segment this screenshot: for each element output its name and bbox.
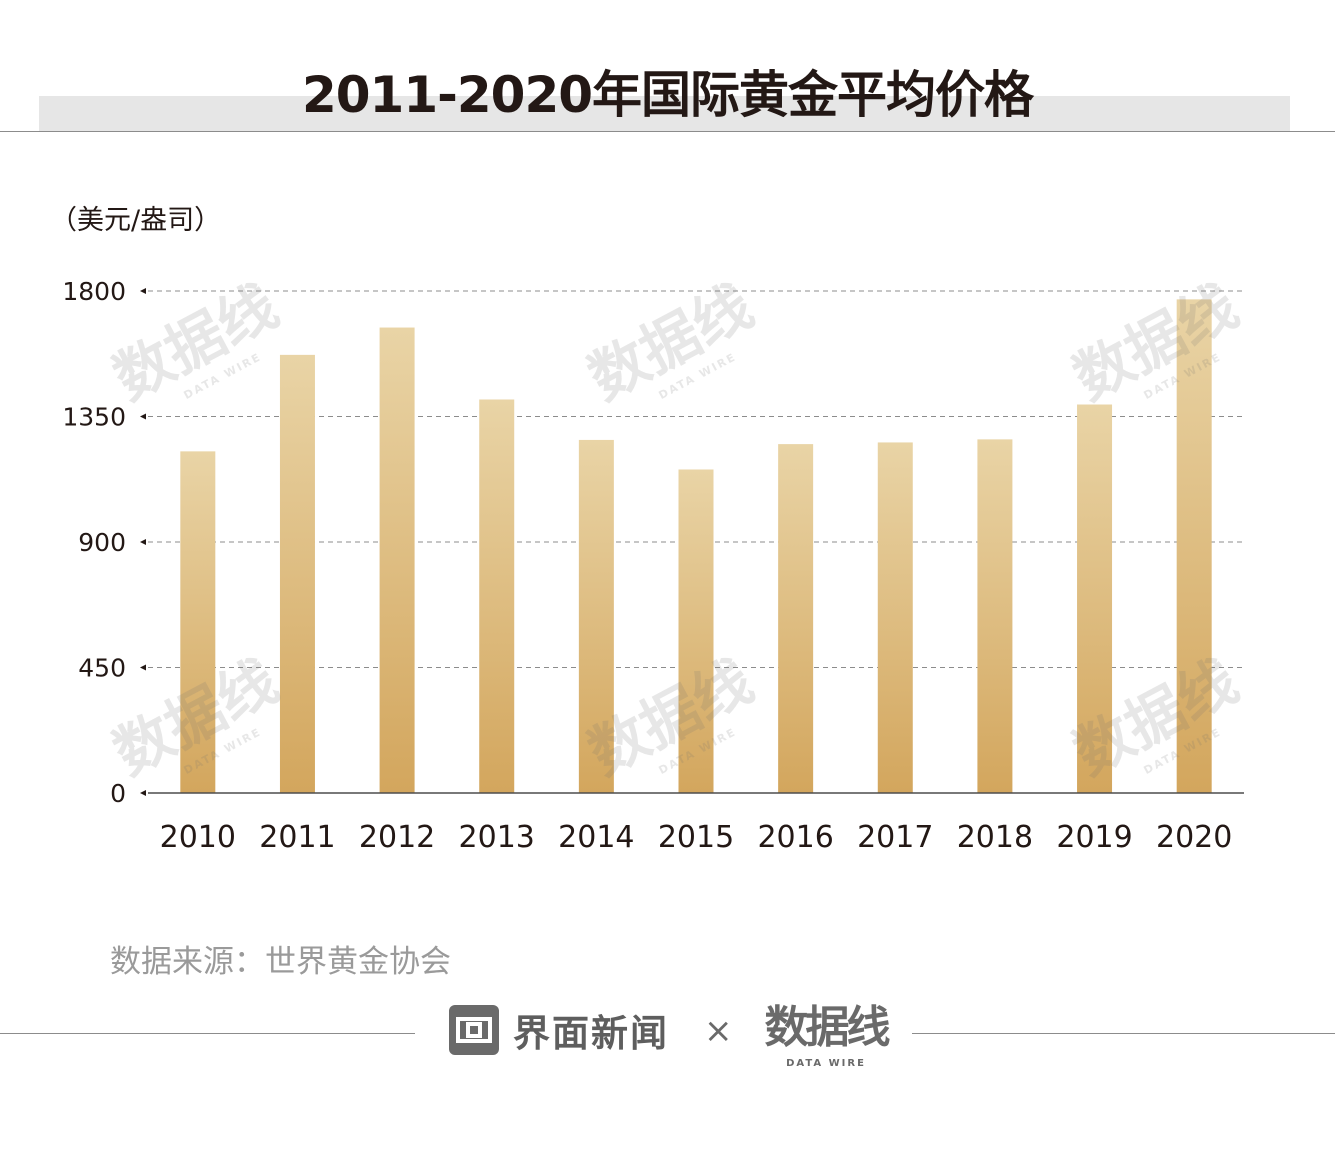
y-tick-marker-1350 [140, 413, 146, 420]
footer-rule-right [912, 1033, 1335, 1034]
y-tick-marker-900 [140, 539, 146, 545]
y-tick-marker-1800 [140, 288, 146, 294]
bar-2017 [877, 442, 913, 793]
bar-2013 [479, 399, 515, 793]
y-tick-label-0: 0 [110, 779, 126, 808]
title-band [39, 96, 1290, 132]
bar-2011 [279, 354, 315, 793]
title-rule [0, 131, 1335, 132]
bar-2019 [1077, 404, 1113, 793]
brand-separator: × [704, 1011, 733, 1051]
x-tick-label-2019: 2019 [1056, 820, 1132, 855]
grid-lines [148, 290, 1244, 668]
bar-2014 [578, 439, 614, 793]
y-tick-label-450: 450 [78, 654, 126, 683]
x-tick-label-2015: 2015 [658, 820, 734, 855]
y-tick-marker-0 [140, 790, 146, 796]
jiemian-brand: 界面新闻 [449, 1004, 669, 1056]
x-tick-label-2012: 2012 [359, 820, 435, 855]
y-tick-label-900: 900 [78, 528, 126, 557]
bar-2015 [678, 469, 714, 793]
x-tick-label-2014: 2014 [558, 820, 634, 855]
bar-2018 [977, 439, 1013, 793]
jiemian-name: 界面新闻 [513, 1012, 669, 1055]
x-tick-label-2013: 2013 [459, 820, 535, 855]
footer-rule-left [0, 1033, 415, 1034]
bars [180, 299, 1212, 793]
x-tick-labels: 2010 2011 2012 2013 2014 2015 2016 2017 2018 2019… [160, 820, 1233, 855]
bar-2012 [379, 327, 415, 793]
x-tick-label-2011: 2011 [259, 820, 335, 855]
datawire-logo-text: 数据线 [765, 1002, 891, 1053]
y-tick-label-1350: 1350 [62, 403, 126, 432]
axes [140, 288, 1244, 796]
y-tick-labels: 0 450 900 1350 1800 [62, 277, 126, 808]
bar-2010 [180, 451, 216, 793]
chart-title: 2011-2020年国际黄金平均价格 [301, 66, 1034, 124]
x-tick-label-2020: 2020 [1156, 820, 1232, 855]
bar-2016 [778, 444, 814, 793]
jiemian-logo-icon [449, 1005, 499, 1055]
x-tick-label-2010: 2010 [160, 820, 236, 855]
y-tick-label-1800: 1800 [62, 277, 126, 306]
y-unit-label: （美元/盎司） [50, 205, 222, 236]
data-source: 数据来源：世界黄金协会 [110, 944, 451, 980]
x-tick-label-2018: 2018 [957, 820, 1033, 855]
datawire-logo: 数据线 DATA WIRE [765, 1002, 891, 1069]
x-tick-label-2016: 2016 [757, 820, 833, 855]
x-tick-label-2017: 2017 [857, 820, 933, 855]
y-tick-marker-450 [140, 664, 146, 671]
bar-2020 [1176, 299, 1212, 793]
datawire-logo-sub: DATA WIRE [786, 1058, 866, 1069]
